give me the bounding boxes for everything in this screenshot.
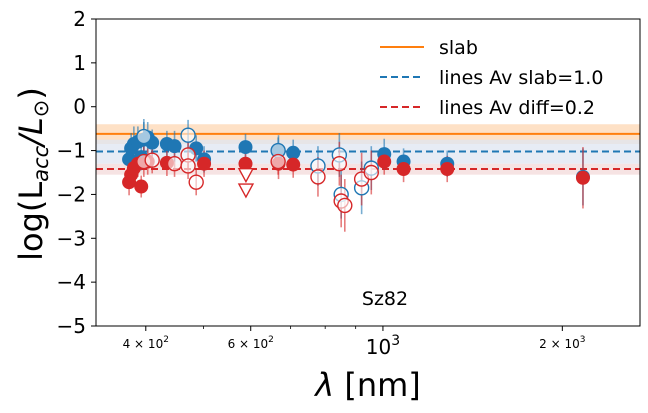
point-s2-p8 <box>238 156 253 171</box>
x-label-rest: [nm] <box>334 366 421 404</box>
x-axis-ticks: 4 × 102 6 × 102 103 2 × 103 <box>123 326 585 359</box>
point-s2-p12 <box>396 161 411 176</box>
point-s3-p10 <box>337 197 353 214</box>
y-tick-label-0: 2 <box>73 7 86 31</box>
x-tick-label-3: 2 × 103 <box>539 335 585 351</box>
legend-label-lines-av-diff: lines Av diff=0.2 <box>439 97 595 119</box>
x-tick-label-0: 4 × 102 <box>123 335 169 351</box>
point-s3-p2 <box>166 156 183 172</box>
x-tick-label-1: 6 × 102 <box>228 335 274 351</box>
legend-label-slab: slab <box>439 37 478 59</box>
point-s3-p8 <box>331 156 348 172</box>
data-markers <box>122 127 590 214</box>
point-s2-p10 <box>286 157 301 172</box>
x-tick-label-2: 103 <box>366 333 400 359</box>
point-s3-p4 <box>180 158 196 174</box>
point-s2-p13 <box>440 161 455 176</box>
point-s3-p12 <box>363 164 379 181</box>
point-s0-p12 <box>238 140 253 155</box>
y-label-mid: /L <box>12 117 50 149</box>
legend: slab lines Av slab=1.0 lines Av diff=0.2 <box>380 37 603 119</box>
y-tick-label-4: −2 <box>57 182 86 206</box>
legend-label-lines-av-slab: lines Av slab=1.0 <box>439 67 603 89</box>
x-label-sym: λ <box>313 366 334 404</box>
y-label-sub: acc <box>29 145 53 181</box>
y-axis-label: log(Lacc/L⊙) <box>12 87 53 261</box>
y-tick-label-7: −5 <box>57 314 86 338</box>
point-s1-p1 <box>180 127 196 143</box>
point-s2-p11 <box>377 154 392 169</box>
plot-border <box>95 18 641 327</box>
point-s2-p14 <box>575 170 590 185</box>
annotation-sz82: Sz82 <box>362 288 408 310</box>
upper-limit-1 <box>237 183 255 199</box>
point-s1-p0 <box>136 128 152 145</box>
plot-frame <box>95 18 641 327</box>
x-axis-label: λ [nm] <box>313 366 421 404</box>
y-label-suffix: ) <box>12 87 50 99</box>
point-s2-p7 <box>197 156 212 171</box>
y-tick-label-5: −3 <box>57 226 86 250</box>
upper-limit-0 <box>237 167 255 184</box>
y-tick-label-6: −4 <box>57 270 86 294</box>
point-s3-p6 <box>270 153 286 170</box>
point-s3-p1 <box>144 152 160 168</box>
y-tick-label-2: 0 <box>73 95 86 119</box>
y-label-sym: ⊙ <box>29 100 53 118</box>
y-tick-label-1: 1 <box>73 51 86 75</box>
y-axis-ticks: 2 1 0 −1 −2 −3 −4 −5 <box>57 7 96 338</box>
y-label-prefix: log(L <box>12 182 50 261</box>
point-s0-p14 <box>286 145 301 160</box>
point-s2-p4 <box>134 179 149 194</box>
y-tick-label-3: −1 <box>57 139 86 163</box>
point-s3-p5 <box>188 174 204 190</box>
point-s0-p9 <box>167 139 182 154</box>
point-s3-p7 <box>310 169 326 185</box>
